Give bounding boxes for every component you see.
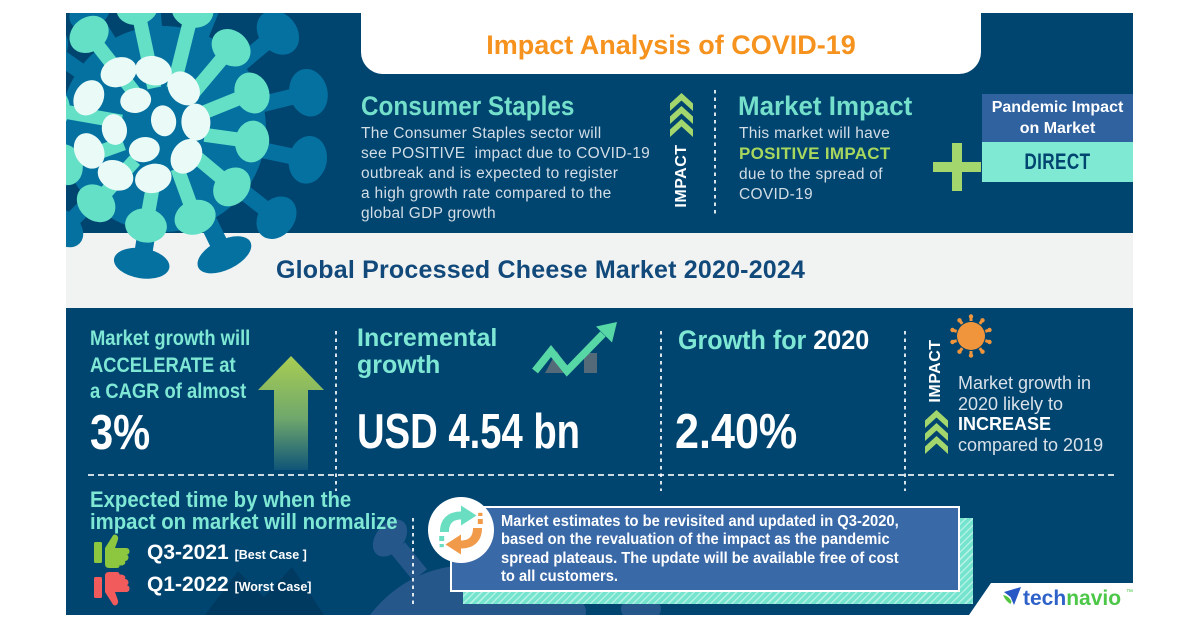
svg-text:™: ™: [1126, 589, 1133, 596]
svg-text:technavio: technavio: [1023, 587, 1121, 610]
